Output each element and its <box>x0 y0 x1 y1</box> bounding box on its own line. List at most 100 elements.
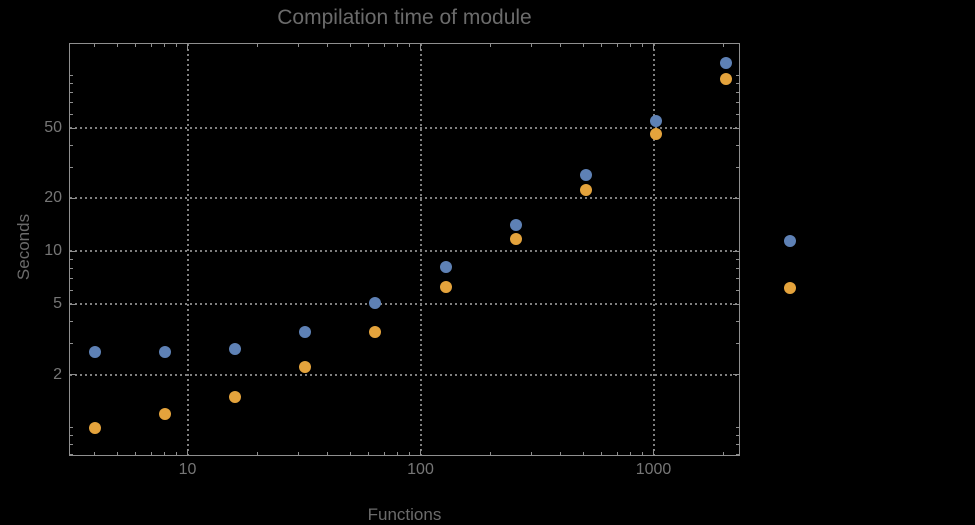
data-point-series-blue <box>299 325 312 338</box>
data-point-series-orange <box>229 390 242 403</box>
plot-area <box>69 43 740 456</box>
x-tick <box>560 452 562 455</box>
y-tick <box>70 289 73 291</box>
legend-swatch-series-blue <box>784 235 796 247</box>
y-tick <box>736 144 739 146</box>
x-tick <box>327 452 329 455</box>
y-gridline <box>70 127 739 130</box>
data-point-series-orange <box>369 325 382 338</box>
y-tick <box>70 113 73 115</box>
x-tick <box>420 449 422 455</box>
y-tick <box>70 342 73 344</box>
x-tick <box>531 44 533 47</box>
y-tick <box>70 101 73 103</box>
x-tick <box>723 44 725 47</box>
x-tick <box>187 449 189 455</box>
x-tick <box>298 44 300 47</box>
y-tick <box>736 74 739 76</box>
y-tick <box>736 289 739 291</box>
x-tick <box>616 452 618 455</box>
x-tick <box>349 44 351 47</box>
y-tick <box>70 374 76 376</box>
y-tick <box>736 91 739 93</box>
x-gridline <box>186 44 189 455</box>
x-tick <box>164 44 166 47</box>
y-tick <box>70 74 73 76</box>
x-tick <box>409 452 411 455</box>
x-tick <box>490 452 492 455</box>
x-tick <box>560 44 562 47</box>
chart-title: Compilation time of module <box>277 6 532 29</box>
y-tick <box>736 278 739 280</box>
data-point-series-blue <box>88 345 101 358</box>
data-point-series-orange <box>579 183 592 196</box>
x-tick <box>94 44 96 47</box>
y-tick <box>70 197 76 199</box>
legend-swatch-series-orange <box>784 282 796 294</box>
y-tick-label: 2 <box>53 365 62 383</box>
x-tick <box>383 452 385 455</box>
data-point-series-blue <box>579 169 592 182</box>
x-tick <box>582 452 584 455</box>
x-tick-label: 100 <box>407 461 434 478</box>
x-tick <box>383 44 385 47</box>
y-tick <box>733 127 739 129</box>
x-tick <box>397 44 399 47</box>
data-point-series-blue <box>509 219 522 232</box>
y-tick <box>733 250 739 252</box>
data-point-series-blue <box>649 114 662 127</box>
x-tick <box>397 452 399 455</box>
y-tick <box>70 267 73 269</box>
x-tick <box>349 452 351 455</box>
y-tick <box>70 258 73 260</box>
y-tick <box>70 127 76 129</box>
y-tick <box>70 144 73 146</box>
x-tick <box>116 452 118 455</box>
x-tick <box>531 452 533 455</box>
y-tick <box>736 454 739 456</box>
y-tick <box>70 454 73 456</box>
x-tick <box>409 44 411 47</box>
x-tick <box>630 452 632 455</box>
y-tick <box>736 113 739 115</box>
x-tick <box>653 449 655 455</box>
data-point-series-orange <box>158 407 171 420</box>
x-tick <box>490 44 492 47</box>
x-tick <box>150 452 152 455</box>
x-tick-label: 1000 <box>635 461 672 478</box>
y-tick <box>733 197 739 199</box>
x-tick <box>582 44 584 47</box>
y-tick <box>70 278 73 280</box>
y-tick <box>733 303 739 305</box>
x-tick <box>176 44 178 47</box>
y-tick-label: 10 <box>44 242 62 260</box>
x-tick <box>94 452 96 455</box>
x-tick <box>601 44 603 47</box>
y-tick <box>736 82 739 84</box>
y-tick <box>733 374 739 376</box>
y-tick <box>736 427 739 429</box>
x-tick <box>116 44 118 47</box>
x-tick <box>642 44 644 47</box>
y-tick-label: 5 <box>53 295 62 313</box>
y-gridline <box>70 303 739 306</box>
x-gridline <box>419 44 422 455</box>
x-axis-title: Functions <box>367 505 442 524</box>
x-tick <box>327 44 329 47</box>
x-tick <box>298 452 300 455</box>
x-tick <box>368 452 370 455</box>
data-point-series-blue <box>158 345 171 358</box>
x-tick <box>653 44 655 50</box>
x-tick <box>135 44 137 47</box>
y-tick <box>70 320 73 322</box>
data-point-series-orange <box>720 72 733 85</box>
data-point-series-orange <box>299 361 312 374</box>
y-tick <box>736 258 739 260</box>
x-tick <box>176 452 178 455</box>
y-tick <box>70 435 73 437</box>
y-tick <box>736 435 739 437</box>
y-tick <box>736 320 739 322</box>
x-tick-label: 10 <box>178 461 197 478</box>
y-tick <box>736 342 739 344</box>
y-tick <box>736 166 739 168</box>
